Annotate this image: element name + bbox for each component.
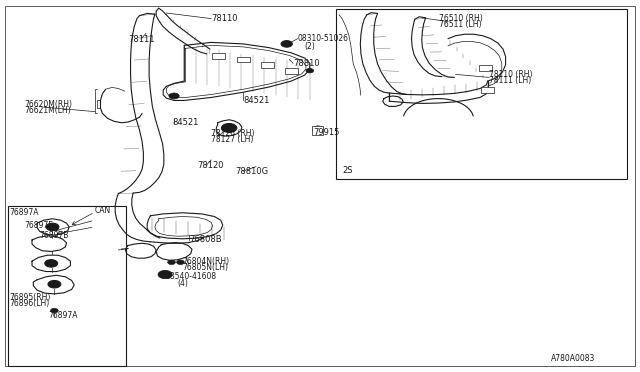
Bar	[261, 62, 274, 68]
Circle shape	[158, 270, 172, 279]
Circle shape	[168, 260, 175, 264]
Text: 78111: 78111	[128, 35, 154, 44]
Circle shape	[169, 93, 179, 99]
Text: 08310-51026: 08310-51026	[298, 34, 349, 43]
Text: 84521: 84521	[243, 96, 269, 105]
Bar	[237, 57, 250, 62]
Text: 76511 (LH): 76511 (LH)	[439, 20, 481, 29]
Bar	[336, 9, 627, 179]
Circle shape	[221, 124, 237, 132]
Text: 76895(RH): 76895(RH)	[10, 293, 51, 302]
Text: 78810G: 78810G	[236, 167, 269, 176]
Bar	[285, 68, 298, 74]
Text: 78810: 78810	[293, 59, 320, 68]
Text: 76896(LH): 76896(LH)	[10, 299, 50, 308]
Circle shape	[177, 260, 184, 264]
Text: 79915: 79915	[314, 128, 340, 137]
Text: (4): (4)	[177, 279, 188, 288]
Circle shape	[48, 280, 61, 288]
Text: 78120: 78120	[197, 161, 223, 170]
Text: 84521: 84521	[173, 118, 199, 127]
Text: 76620M(RH): 76620M(RH)	[24, 100, 72, 109]
Text: 76897A: 76897A	[10, 208, 39, 217]
Text: S: S	[285, 41, 289, 46]
Text: 76897E: 76897E	[24, 221, 53, 230]
Text: 78111 (LH): 78111 (LH)	[489, 76, 531, 85]
Bar	[212, 53, 225, 59]
Text: S: S	[163, 272, 167, 277]
Text: 78110: 78110	[211, 14, 237, 23]
Text: 78110 (RH): 78110 (RH)	[489, 70, 532, 79]
Text: 76510 (RH): 76510 (RH)	[439, 14, 483, 23]
Text: 08540-41608: 08540-41608	[165, 272, 216, 281]
Text: 76621M(LH): 76621M(LH)	[24, 106, 71, 115]
Text: A780A0083: A780A0083	[551, 354, 595, 363]
Circle shape	[45, 260, 58, 267]
Bar	[8, 206, 126, 366]
Bar	[479, 65, 492, 71]
Text: 78126 (RH): 78126 (RH)	[211, 129, 255, 138]
Text: 76804N(RH): 76804N(RH)	[182, 257, 230, 266]
Text: 2S: 2S	[342, 166, 353, 175]
Bar	[312, 126, 323, 135]
Text: 78127 (LH): 78127 (LH)	[211, 135, 253, 144]
Circle shape	[51, 308, 58, 313]
Text: (2): (2)	[304, 42, 315, 51]
Text: 76805N(LH): 76805N(LH)	[182, 263, 228, 272]
Text: 76808B: 76808B	[189, 235, 221, 244]
Text: 76897A: 76897A	[48, 311, 77, 320]
Bar	[481, 87, 494, 93]
Circle shape	[281, 41, 292, 47]
Text: CAN: CAN	[95, 206, 111, 215]
Circle shape	[306, 68, 314, 73]
Circle shape	[46, 223, 59, 231]
Text: 76897B: 76897B	[40, 231, 69, 240]
